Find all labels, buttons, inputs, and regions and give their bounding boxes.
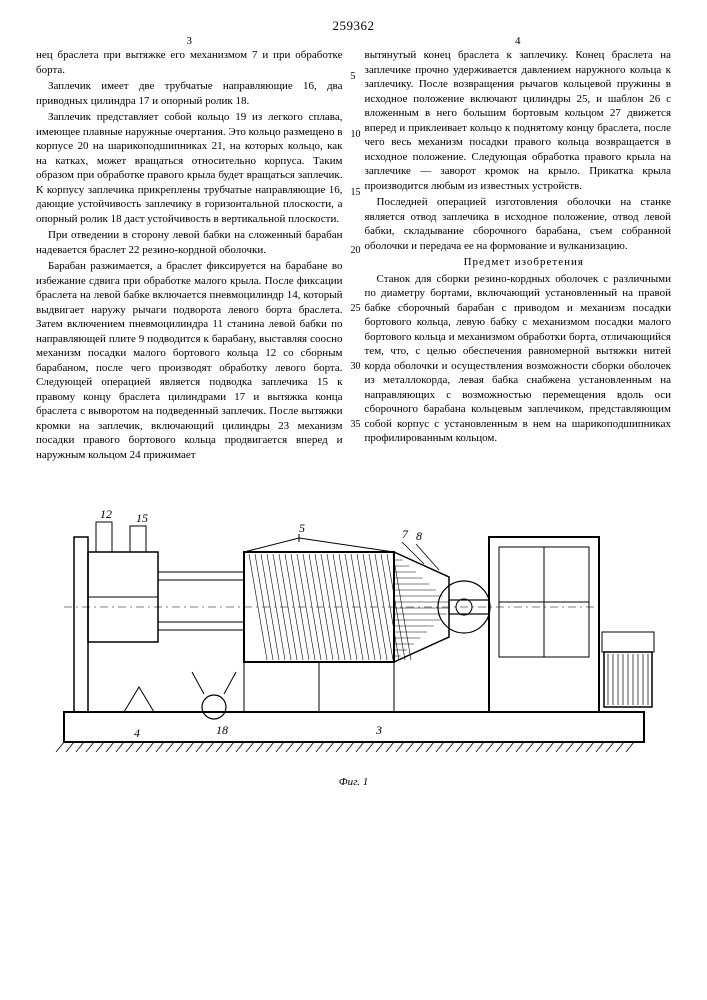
svg-text:3: 3 [375, 723, 382, 737]
figure-1-drawing: 12 15 5 78 4 18 3 [44, 482, 664, 772]
svg-text:8: 8 [416, 529, 422, 543]
line-number: 30 [351, 360, 361, 373]
claims-heading: Предмет изобретения [365, 255, 672, 270]
claim-paragraph: Станок для сборки резино-кордных оболоче… [365, 272, 672, 446]
body-paragraph: Заплечик имеет две трубчатые направляющи… [36, 79, 343, 108]
svg-text:5: 5 [299, 521, 305, 535]
body-paragraph: Последней операцией изготовления оболочк… [365, 195, 672, 253]
svg-text:12: 12 [100, 507, 112, 521]
right-col-number: 4 [515, 34, 521, 49]
body-paragraph: При отведении в сторону левой бабки на с… [36, 228, 343, 257]
svg-text:15: 15 [136, 511, 148, 525]
line-number: 25 [351, 302, 361, 315]
line-number: 5 [351, 70, 356, 83]
right-column: 4 5101520253035 вытянутый конец браслета… [365, 48, 672, 464]
figure-1-caption: Фиг. 1 [36, 776, 671, 788]
figure-1-block: 12 15 5 78 4 18 3 Фиг. 1 [36, 482, 671, 788]
patent-number: 259362 [36, 18, 671, 34]
body-paragraph: вытянутый конец браслета к заплечику. Ко… [365, 48, 672, 193]
line-number: 20 [351, 244, 361, 257]
line-number: 15 [351, 186, 361, 199]
svg-text:18: 18 [216, 723, 228, 737]
left-column: 3 нец браслета при вытяжке его механизмо… [36, 48, 343, 464]
body-paragraph: нец браслета при вытяжке его механизмом … [36, 48, 343, 77]
svg-text:7: 7 [402, 527, 409, 541]
text-columns: 3 нец браслета при вытяжке его механизмо… [36, 48, 671, 464]
left-col-number: 3 [187, 34, 193, 49]
line-number: 35 [351, 418, 361, 431]
body-paragraph: Барабан разжимается, а браслет фиксирует… [36, 259, 343, 462]
svg-text:4: 4 [134, 726, 140, 740]
body-paragraph: Заплечик представляет собой кольцо 19 из… [36, 110, 343, 226]
line-number: 10 [351, 128, 361, 141]
